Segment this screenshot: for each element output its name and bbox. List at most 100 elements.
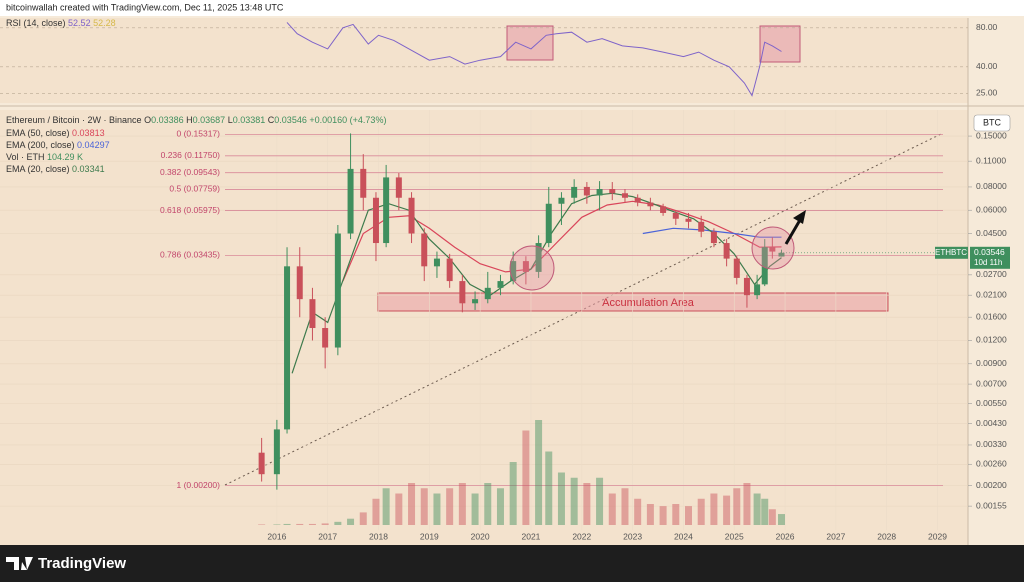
volume-bar <box>382 488 390 525</box>
ohlc-label: O <box>144 115 151 125</box>
ohlc-value: 0.03687 <box>193 115 226 125</box>
rsi-panel <box>0 18 968 103</box>
change: +0.00160 <box>309 115 347 125</box>
volume-bar <box>535 420 543 525</box>
volume-bar <box>596 477 604 525</box>
x-tick-label: 2028 <box>877 531 896 541</box>
fib-label: 0.618 (0.05975) <box>160 205 220 215</box>
volume-bar <box>646 504 654 525</box>
candle-body <box>571 186 578 198</box>
candle-body <box>372 197 379 244</box>
volume-bar <box>710 493 718 525</box>
legend-entry: Vol · ETH 104.29 K <box>6 152 83 162</box>
marks: 0.15000 0.11000 0.08000 0.06000 0.04500 0.027… <box>0 22 1010 541</box>
candle-body <box>743 277 750 296</box>
volume-bar <box>283 523 291 525</box>
legend-value: 0.03341 <box>72 164 105 174</box>
volume-bar <box>308 523 316 525</box>
x-tick-label: 2024 <box>674 531 693 541</box>
fib-label: 0 (0.15317) <box>177 129 221 139</box>
y-tick-label: 40.00 <box>976 61 998 71</box>
volume-bar <box>408 483 416 525</box>
y-tick-label: 0.00200 <box>976 480 1007 490</box>
ohlc-label: L <box>228 115 233 125</box>
currency-box <box>973 114 1011 132</box>
candle-body <box>497 281 504 288</box>
x-tick-label: 2017 <box>318 531 337 541</box>
rsi-value: 52.52 <box>68 18 91 28</box>
fib-label: 0.5 (0.07759) <box>169 184 220 194</box>
candle-body <box>296 266 303 300</box>
volume-bar <box>659 506 667 525</box>
symbol-tag <box>935 246 968 259</box>
candle-body <box>545 203 552 244</box>
price-legend: Ethereum / Bitcoin · 2W · Binance O 0.033… <box>6 115 386 125</box>
candle-body <box>334 233 341 348</box>
candle-body <box>723 243 730 259</box>
header-bar <box>0 0 1024 16</box>
change-pct: (+4.73%) <box>350 115 387 125</box>
candle-body <box>596 188 603 196</box>
y-tick-label: 80.00 <box>976 22 998 32</box>
header-credit: bitcoinwallah created with TradingView.c… <box>6 2 284 12</box>
price-tag <box>970 246 1010 269</box>
legend-name: EMA (50, close) <box>6 128 70 138</box>
legend-value: 104.29 K <box>47 152 83 162</box>
candle-body <box>322 328 329 348</box>
volume-bar <box>458 483 466 525</box>
y-tick-label: 0.02100 <box>976 289 1007 299</box>
ohlc-value: 0.03546 <box>274 115 307 125</box>
candle-body <box>284 266 291 430</box>
candle-body <box>408 197 415 234</box>
volume-bar <box>634 498 642 525</box>
candle-body <box>522 261 529 272</box>
candle-body <box>685 218 692 222</box>
rsi-legend: RSI (14, close) 52.52 52.28 <box>6 18 116 28</box>
y-tick-label: 0.00700 <box>976 378 1007 388</box>
volume-bar <box>621 488 629 525</box>
currency: BTC <box>983 117 1002 127</box>
volume-bar <box>359 512 367 525</box>
candle-body <box>510 261 517 282</box>
x-tick-label: 2027 <box>826 531 845 541</box>
fib-label: 0.236 (0.11750) <box>161 150 221 160</box>
y-tick-label: 0.06000 <box>976 204 1007 214</box>
candle-body <box>258 452 265 475</box>
arrow <box>784 219 802 245</box>
volume-bar <box>334 521 342 525</box>
price-label: 0.03546 <box>974 247 1005 257</box>
candle-body <box>273 429 280 475</box>
x-tick-label: 2025 <box>725 531 744 541</box>
volume-bar <box>583 483 591 525</box>
ohlc-value: 0.03381 <box>233 115 266 125</box>
y-tick-label: 0.00430 <box>976 418 1007 428</box>
rsi-line <box>286 22 782 97</box>
candle-body <box>769 247 776 252</box>
volume-bar <box>697 498 705 525</box>
volume-bar <box>545 451 553 525</box>
arrow-head <box>793 210 806 224</box>
candle-body <box>360 168 367 198</box>
x-tick-label: 2026 <box>776 531 795 541</box>
rsi-highlight <box>506 25 554 61</box>
y-tick-label: 0.11000 <box>976 155 1006 165</box>
y-tick-label: 0.00260 <box>976 459 1007 469</box>
candle-body <box>484 287 491 300</box>
volume-bar <box>777 514 785 525</box>
symbol-title: Ethereum / Bitcoin · 2W · Binance <box>6 115 142 125</box>
accumulation-box <box>377 292 889 312</box>
volume-bar <box>768 509 776 525</box>
candle-body <box>754 284 761 296</box>
candle-body <box>583 186 590 196</box>
y-tick-label: 0.15000 <box>976 130 1007 140</box>
candle-body <box>558 197 565 204</box>
ohlc-label: H <box>186 115 193 125</box>
candle-body <box>535 243 542 272</box>
candle-body <box>309 299 316 329</box>
candle-body <box>672 212 679 219</box>
fib-label: 0.382 (0.09543) <box>160 167 220 177</box>
volume-bar <box>672 504 680 525</box>
y-tick-label: 25.00 <box>976 88 998 98</box>
